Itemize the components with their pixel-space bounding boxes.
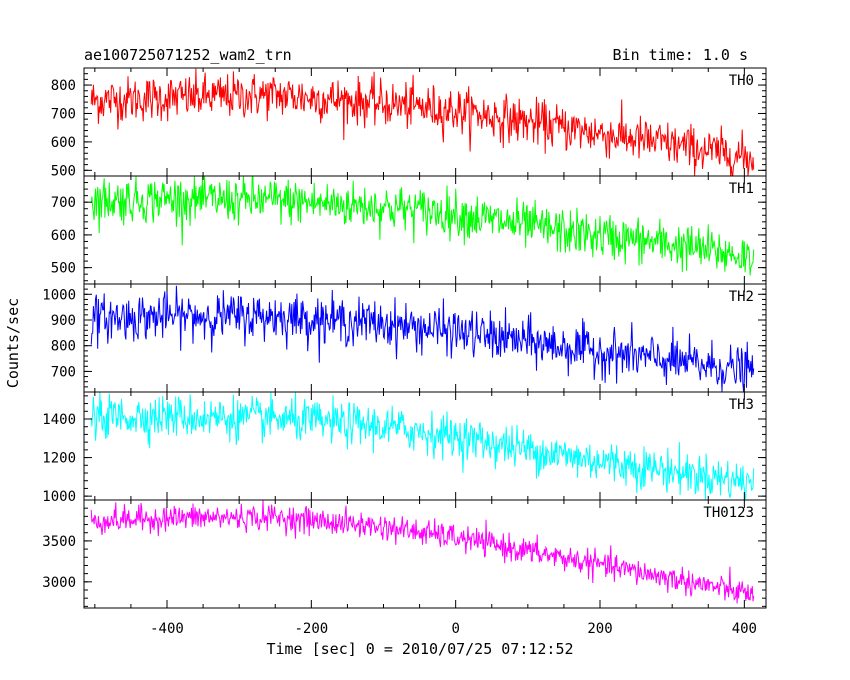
y-tick-label: 800 [51, 78, 76, 94]
y-tick-label: 1400 [42, 412, 76, 428]
y-tick-label: 3500 [42, 534, 76, 550]
y-tick-label: 700 [51, 364, 76, 380]
series-line-th3 [90, 392, 755, 501]
x-tick-label: 0 [451, 621, 459, 637]
y-tick-label: 1000 [42, 287, 76, 303]
panel-label: TH0 [729, 73, 754, 89]
x-tick-label: -200 [294, 621, 328, 637]
y-tick-label: 900 [51, 313, 76, 329]
y-tick-label: 500 [51, 261, 76, 277]
y-axis-title: Counts/sec [4, 298, 22, 388]
panel-frame [83, 499, 767, 609]
y-tick-label: 700 [51, 195, 76, 211]
y-tick-label: 600 [51, 228, 76, 244]
x-axis: -400 -200 0 200 400 [150, 621, 757, 637]
x-tick-label: -400 [150, 621, 184, 637]
panel-th1: 500 600 700 TH1 [51, 175, 767, 285]
panel-label: TH2 [729, 289, 754, 305]
y-tick-label: 500 [51, 163, 76, 179]
panel-th0: 500 600 700 800 TH0 [51, 67, 767, 179]
chart-title: ae100725071252_wam2_trn [84, 46, 292, 64]
series-line-th1 [90, 176, 755, 276]
y-tick-label: 1000 [42, 489, 76, 505]
series-line-th0123 [90, 500, 755, 604]
y-tick-label: 800 [51, 339, 76, 355]
x-tick-label: 200 [587, 621, 612, 637]
panels-group: 500 600 700 800 TH0 500 600 700 TH1 700 800 900 1000… [42, 67, 767, 609]
y-tick-label: 3000 [42, 575, 76, 591]
y-tick-label: 700 [51, 106, 76, 122]
series-line-th2 [90, 285, 755, 392]
x-tick-label: 400 [732, 621, 757, 637]
panel-th0123: 3000 3500 TH0123 [42, 499, 767, 609]
panel-th2: 700 800 900 1000 TH2 [42, 283, 767, 393]
panel-th3: 1000 1200 1400 TH3 [42, 391, 767, 505]
panel-label: TH0123 [703, 505, 754, 521]
panel-label: TH3 [729, 397, 754, 413]
y-tick-label: 1200 [42, 451, 76, 467]
bin-time-label: Bin time: 1.0 s [613, 46, 748, 64]
y-tick-label: 600 [51, 135, 76, 151]
series-line-th0 [90, 68, 755, 176]
x-axis-title: Time [sec] 0 = 2010/07/25 07:12:52 [266, 640, 573, 658]
panel-label: TH1 [729, 181, 754, 197]
